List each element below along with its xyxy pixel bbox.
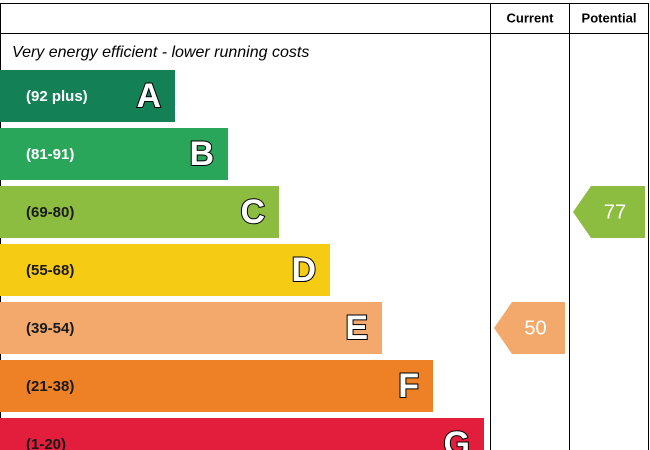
band-range: (92 plus) (26, 88, 88, 105)
band-bar (0, 186, 279, 238)
rating-value: 50 (524, 317, 546, 339)
rating-value: 77 (604, 201, 626, 223)
band-range: (39-54) (26, 320, 74, 337)
band-bar (0, 244, 330, 296)
rating-arrow (494, 302, 565, 354)
column-header: Current (507, 10, 555, 25)
band-range: (81-91) (26, 146, 74, 163)
band-letter: F (398, 367, 419, 405)
band-letter: G (444, 425, 470, 450)
band-letter: A (136, 77, 161, 115)
band-range: (55-68) (26, 262, 74, 279)
band-range: (1-20) (26, 436, 66, 450)
band-bar (0, 70, 175, 122)
band-letter: C (240, 193, 265, 231)
rating-arrow (573, 186, 645, 238)
column-header: Potential (582, 10, 637, 25)
band-range: (69-80) (26, 204, 74, 221)
band-bar (0, 418, 484, 450)
band-letter: D (291, 251, 316, 289)
band-bar (0, 128, 228, 180)
band-letter: B (189, 135, 214, 173)
efficiency-note: Very energy efficient - lower running co… (12, 44, 309, 61)
band-bar (0, 360, 433, 412)
band-letter: E (345, 309, 368, 347)
band-range: (21-38) (26, 378, 74, 395)
band-bar (0, 302, 382, 354)
